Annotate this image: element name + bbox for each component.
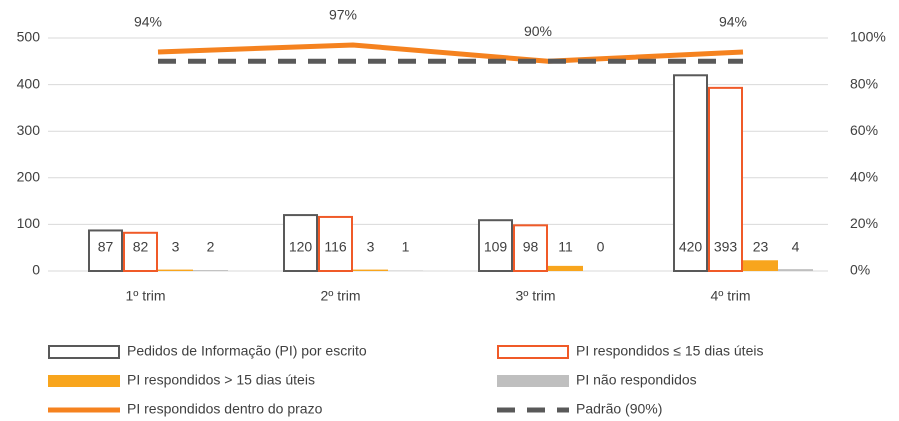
bar (283, 214, 318, 272)
y-tick-label: 200 (17, 169, 41, 185)
bar (478, 219, 513, 272)
legend-swatch (48, 345, 120, 359)
bar-value-label: 0 (597, 239, 605, 255)
bar (88, 229, 123, 272)
bar-value-label: 4 (792, 239, 800, 255)
line-value-label: 94% (134, 14, 162, 30)
bar (743, 260, 778, 271)
bar-value-label: 82 (133, 239, 149, 255)
y2-tick-label: 60% (850, 122, 878, 138)
line-value-label: 90% (524, 23, 552, 39)
legend-label: PI respondidos > 15 dias úteis (127, 372, 315, 388)
bar (673, 74, 708, 272)
bar-value-label: 109 (484, 239, 508, 255)
y2-tick-label: 20% (850, 215, 878, 231)
x-tick-label: 1º trim (125, 288, 165, 304)
bar-value-label: 393 (714, 239, 738, 255)
bar (513, 224, 548, 272)
bar-value-label: 87 (98, 239, 114, 255)
x-tick-label: 4º trim (710, 288, 750, 304)
bar-value-label: 1 (402, 239, 410, 255)
bar (353, 269, 388, 271)
legend-swatch (497, 345, 569, 359)
y2-tick-label: 100% (850, 29, 886, 45)
bar (708, 86, 743, 272)
y2-tick-label: 0% (850, 262, 870, 278)
legend-label: Pedidos de Informação (PI) por escrito (127, 343, 367, 359)
bar-value-label: 2 (207, 239, 215, 255)
y-tick-label: 300 (17, 122, 41, 138)
bar-value-label: 420 (679, 239, 703, 255)
bar (158, 269, 193, 271)
legend-label: Padrão (90%) (576, 401, 662, 417)
y2-tick-label: 80% (850, 75, 878, 91)
x-tick-label: 3º trim (515, 288, 555, 304)
bar-value-label: 3 (172, 239, 180, 255)
legend-label: PI não respondidos (576, 372, 697, 388)
legend-swatch (497, 375, 569, 387)
y-tick-label: 0 (32, 262, 40, 278)
bar (548, 265, 583, 271)
x-tick-label: 2º trim (320, 288, 360, 304)
bar-value-label: 116 (324, 239, 347, 255)
bar-value-label: 11 (558, 239, 573, 255)
y2-tick-label: 40% (850, 169, 878, 185)
bar (318, 215, 353, 272)
y-tick-label: 100 (17, 215, 41, 231)
legend-label: PI respondidos ≤ 15 dias úteis (576, 343, 763, 359)
bar-value-label: 120 (289, 239, 313, 255)
y-tick-label: 400 (17, 75, 41, 91)
bar (123, 231, 158, 272)
bar-value-label: 23 (753, 239, 769, 255)
bar (778, 269, 813, 271)
line-value-label: 94% (719, 14, 747, 30)
bar-value-label: 3 (367, 239, 375, 255)
bar-value-label: 98 (523, 239, 539, 255)
line-value-label: 97% (329, 7, 357, 23)
legend-swatch (48, 375, 120, 387)
y-tick-label: 500 (17, 29, 41, 45)
legend-label: PI respondidos dentro do prazo (127, 401, 323, 417)
bar (193, 270, 228, 271)
line (157, 42, 744, 64)
